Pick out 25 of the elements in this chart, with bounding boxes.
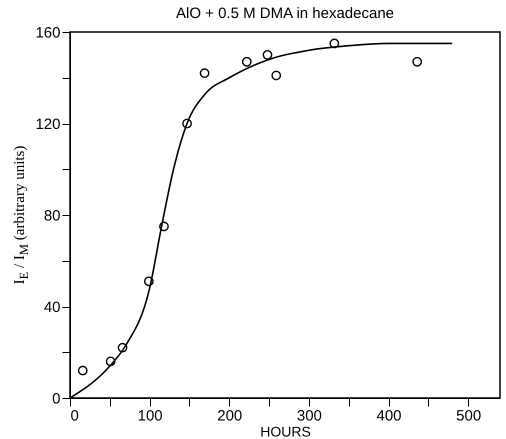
y-tick-label: 80 (44, 208, 60, 224)
point (271, 70, 282, 80)
point (144, 276, 154, 286)
point (106, 356, 116, 366)
point (329, 38, 340, 48)
x-axis-title: HOURS (260, 424, 311, 439)
y-tick-label: 40 (44, 299, 60, 316)
x-tick-label: 100 (138, 408, 163, 424)
point (118, 342, 128, 353)
x-tick-label: 500 (456, 408, 482, 424)
point (262, 50, 272, 60)
y-tick-label: 160 (35, 24, 60, 42)
chart-title: AlO + 0.5 M DMA in hexadecane (176, 5, 394, 22)
point (159, 222, 169, 232)
y-tick-label: 120 (35, 116, 60, 133)
point (242, 56, 252, 67)
x-tick-label: 400 (376, 408, 402, 424)
point (412, 56, 422, 67)
point (78, 366, 88, 376)
point (200, 68, 210, 78)
y-tick-label: 0 (52, 390, 60, 408)
point (182, 118, 192, 128)
x-tick-label: 0 (70, 408, 79, 424)
x-tick-label: 200 (217, 408, 242, 424)
x-tick-label: 300 (296, 408, 322, 424)
